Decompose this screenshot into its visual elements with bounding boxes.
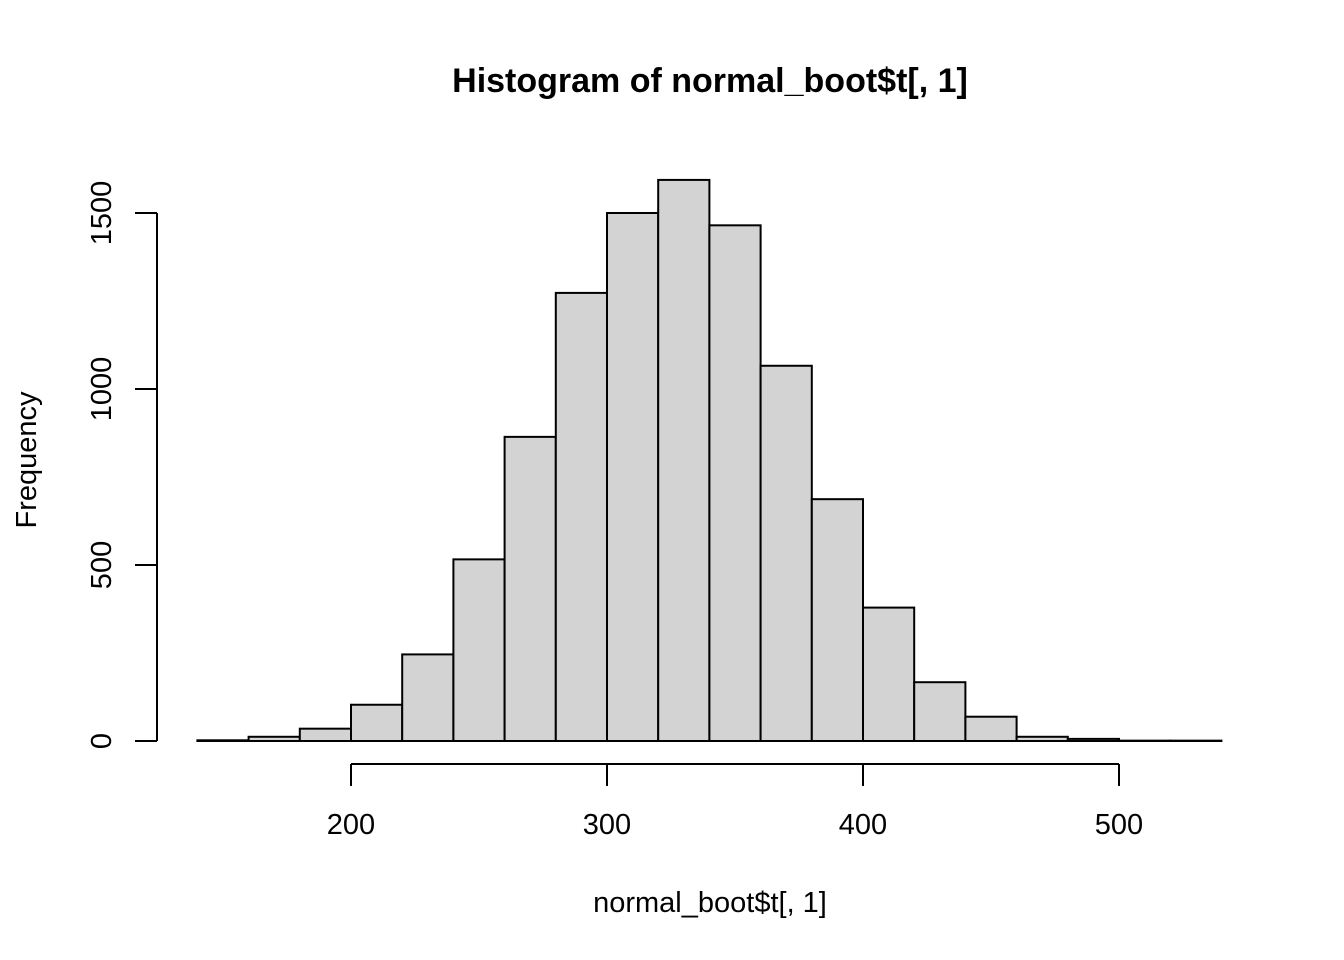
histogram-bar xyxy=(350,703,404,743)
histogram-bar xyxy=(247,735,301,743)
histogram-bar xyxy=(913,681,967,743)
x-tick-label: 200 xyxy=(327,809,375,841)
histogram-bar xyxy=(1015,735,1069,743)
histogram-bar xyxy=(1066,737,1121,743)
chart-title: Histogram of normal_boot$t[, 1] xyxy=(452,62,968,100)
x-tick-label: 400 xyxy=(839,809,887,841)
x-tick-label: 300 xyxy=(583,809,631,841)
x-axis-label: normal_boot$t[, 1] xyxy=(593,887,827,919)
x-tick-label: 500 xyxy=(1095,809,1143,841)
y-tick-label: 500 xyxy=(86,541,118,589)
y-axis: 0 500 1000 1500 xyxy=(86,181,158,749)
y-axis-label: Frequency xyxy=(11,391,43,529)
histogram-bar xyxy=(964,715,1018,742)
histogram-bar xyxy=(452,558,506,742)
histogram-bar xyxy=(196,739,250,743)
histogram-bar xyxy=(810,498,864,742)
histogram-bar xyxy=(401,653,455,743)
histogram-bar xyxy=(554,291,608,742)
y-tick-label: 1000 xyxy=(86,357,118,422)
bars-group xyxy=(196,178,1223,743)
y-tick-label: 0 xyxy=(86,733,118,749)
y-tick-label: 1500 xyxy=(86,181,118,246)
histogram-bar xyxy=(862,606,916,742)
histogram-bar xyxy=(503,435,557,742)
histogram-bar xyxy=(759,364,813,742)
histogram-bar xyxy=(298,727,352,742)
x-axis: 200 300 400 500 xyxy=(327,763,1143,841)
histogram-bar xyxy=(606,212,660,742)
histogram-bar xyxy=(657,178,711,743)
histogram-bar xyxy=(708,224,762,742)
